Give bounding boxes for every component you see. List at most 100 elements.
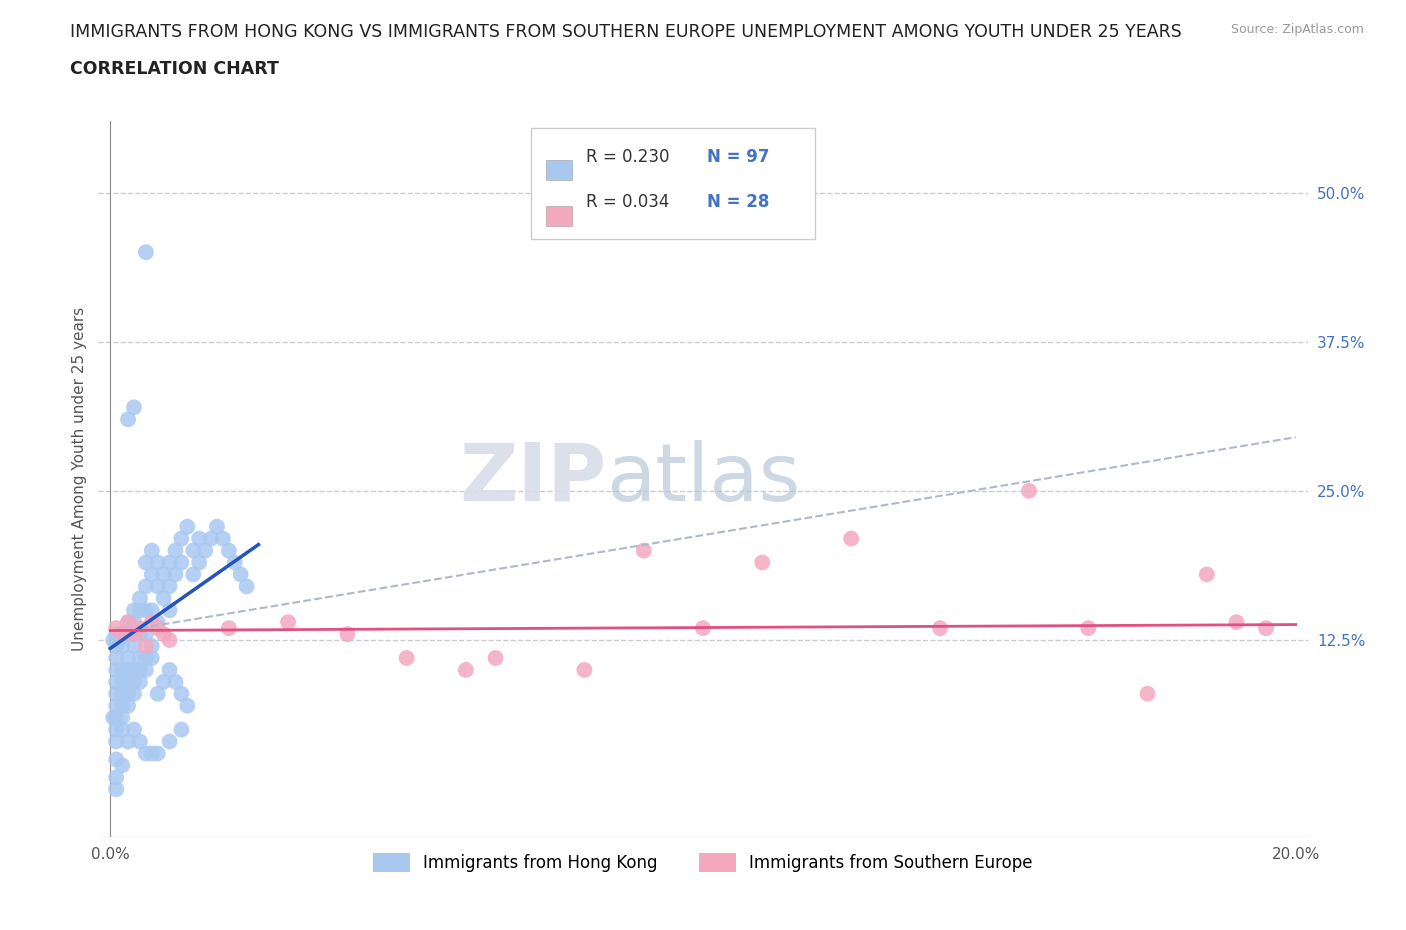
Point	[105, 752, 128, 767]
Point	[224, 555, 246, 570]
Point	[105, 698, 128, 713]
Point	[135, 245, 157, 259]
Point	[117, 412, 139, 427]
Point	[159, 578, 181, 593]
Point	[141, 651, 163, 666]
Point	[111, 711, 134, 725]
Point	[839, 531, 862, 546]
Point	[135, 651, 157, 666]
Point	[105, 722, 128, 737]
Point	[205, 519, 228, 534]
Point	[111, 639, 134, 654]
Point	[170, 531, 193, 546]
Point	[111, 662, 134, 677]
Point	[484, 651, 506, 666]
Point	[111, 758, 134, 773]
Point	[152, 627, 174, 642]
Text: atlas: atlas	[606, 440, 800, 518]
Point	[395, 651, 418, 666]
Point	[146, 578, 169, 593]
Point	[111, 627, 134, 642]
Point	[170, 555, 193, 570]
FancyBboxPatch shape	[546, 206, 572, 226]
Point	[141, 639, 163, 654]
Point	[117, 627, 139, 642]
Point	[117, 662, 139, 677]
Point	[1225, 615, 1247, 630]
Point	[129, 734, 152, 749]
Point	[1136, 686, 1159, 701]
Point	[105, 627, 128, 642]
Point	[105, 734, 128, 749]
Point	[165, 543, 187, 558]
Point	[229, 567, 252, 582]
Point	[336, 627, 359, 642]
Text: R = 0.034: R = 0.034	[586, 193, 669, 211]
Text: ZIP: ZIP	[458, 440, 606, 518]
Point	[111, 698, 134, 713]
Point	[159, 555, 181, 570]
Point	[129, 651, 152, 666]
Point	[141, 567, 163, 582]
Point	[117, 651, 139, 666]
Point	[212, 531, 235, 546]
Point	[135, 578, 157, 593]
Point	[159, 662, 181, 677]
Point	[176, 698, 198, 713]
Point	[105, 662, 128, 677]
Point	[1018, 484, 1040, 498]
Point	[159, 632, 181, 647]
Point	[117, 674, 139, 689]
Point	[135, 639, 157, 654]
Text: N = 97: N = 97	[707, 148, 769, 166]
Point	[1195, 567, 1218, 582]
FancyBboxPatch shape	[546, 160, 572, 180]
Point	[218, 620, 240, 635]
Point	[574, 662, 596, 677]
Point	[633, 543, 655, 558]
Point	[122, 662, 145, 677]
Point	[194, 543, 217, 558]
Point	[146, 555, 169, 570]
Point	[176, 519, 198, 534]
Point	[159, 734, 181, 749]
Point	[105, 639, 128, 654]
Point	[129, 627, 152, 642]
Point	[200, 531, 222, 546]
Point	[117, 615, 139, 630]
Point	[129, 662, 152, 677]
Point	[141, 603, 163, 618]
Point	[751, 555, 773, 570]
Point	[122, 615, 145, 630]
Point	[117, 698, 139, 713]
Point	[103, 632, 125, 647]
Point	[235, 578, 257, 593]
Point	[122, 400, 145, 415]
Point	[188, 531, 211, 546]
Point	[170, 722, 193, 737]
Point	[105, 651, 128, 666]
Point	[105, 620, 128, 635]
Point	[218, 543, 240, 558]
Point	[135, 555, 157, 570]
Point	[122, 603, 145, 618]
Point	[129, 603, 152, 618]
Point	[277, 615, 299, 630]
Point	[152, 591, 174, 605]
Point	[454, 662, 477, 677]
Point	[141, 543, 163, 558]
Text: IMMIGRANTS FROM HONG KONG VS IMMIGRANTS FROM SOUTHERN EUROPE UNEMPLOYMENT AMONG : IMMIGRANTS FROM HONG KONG VS IMMIGRANTS …	[70, 23, 1182, 41]
Point	[165, 674, 187, 689]
Point	[146, 615, 169, 630]
Point	[122, 627, 145, 642]
Text: CORRELATION CHART: CORRELATION CHART	[70, 60, 280, 78]
Text: Source: ZipAtlas.com: Source: ZipAtlas.com	[1230, 23, 1364, 36]
Point	[111, 686, 134, 701]
Point	[122, 639, 145, 654]
FancyBboxPatch shape	[531, 128, 815, 239]
Point	[122, 722, 145, 737]
Point	[146, 686, 169, 701]
Point	[105, 711, 128, 725]
Point	[141, 746, 163, 761]
Point	[108, 632, 131, 647]
